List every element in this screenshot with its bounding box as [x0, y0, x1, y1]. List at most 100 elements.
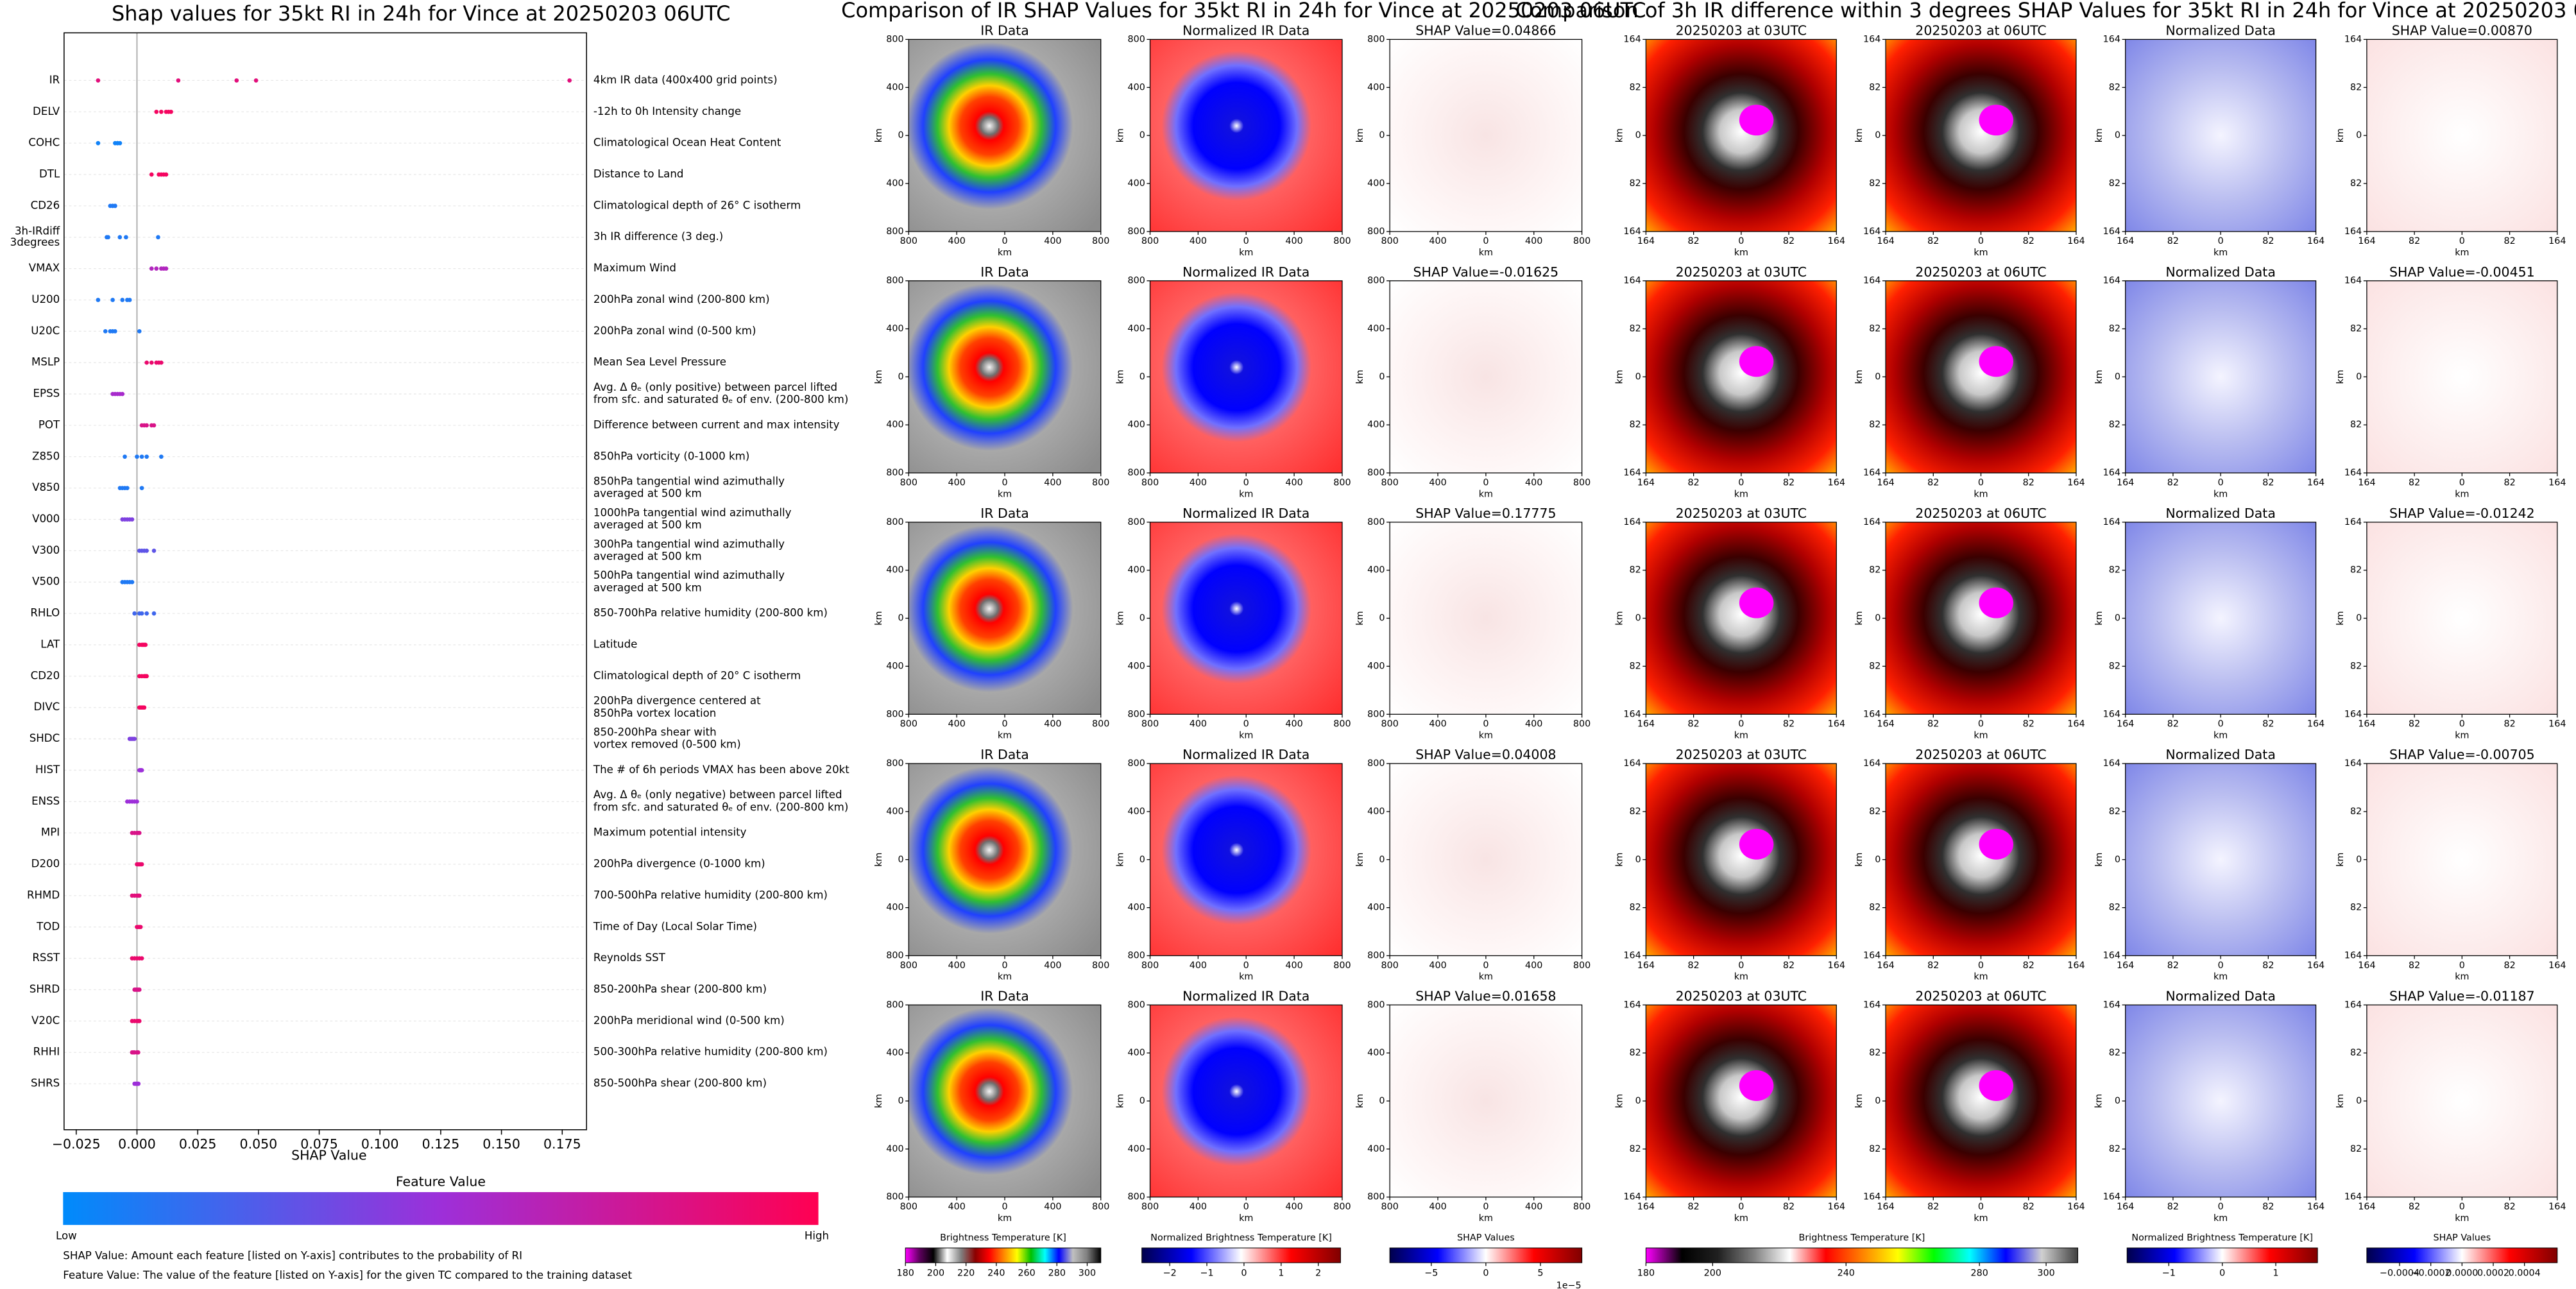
x-tick-label: 0 — [1483, 960, 1488, 971]
x-tick-label: 800 — [1381, 719, 1398, 730]
y-tick-label: 800 — [1367, 276, 1385, 286]
x-tick-label: 400 — [1285, 477, 1302, 488]
y-axis-label: km — [2094, 611, 2104, 625]
shap-point — [151, 549, 157, 553]
shap-point — [253, 78, 259, 83]
y-tick-label: 0 — [1139, 613, 1145, 624]
panel-title: SHAP Value=0.04866 — [1415, 23, 1556, 38]
y-tick-label: 82 — [2350, 565, 2362, 576]
y-tick-label: 800 — [1367, 1000, 1385, 1010]
image-panel — [1390, 764, 1582, 956]
x-tick-label: 82 — [2262, 477, 2274, 488]
y-axis-label: km — [1115, 1094, 1125, 1108]
shap-point — [124, 235, 128, 240]
x-axis-label: km — [1239, 1213, 1253, 1224]
colorbar-tick-label: 280 — [1048, 1268, 1066, 1279]
colorbar-tick-label: −0.0002 — [2411, 1268, 2451, 1279]
x-tick-label: 0 — [2218, 719, 2224, 730]
image-panel — [2366, 764, 2557, 956]
x-axis-label: km — [2455, 1213, 2469, 1224]
y-tick-label: 82 — [2109, 661, 2120, 671]
shap-point — [139, 956, 144, 960]
x-tick-label: 800 — [1092, 236, 1109, 246]
shap-point — [144, 549, 149, 553]
colorbar-tick-label: 0.0000 — [2446, 1268, 2478, 1279]
y-tick-label: 82 — [2109, 1144, 2120, 1154]
x-tick-label: 800 — [1092, 719, 1109, 730]
colorbar-tick-label: 240 — [987, 1268, 1005, 1279]
y-tick-label: 164 — [1863, 1192, 1881, 1202]
x-tick-label: 0 — [2459, 1202, 2465, 1212]
colorbar-title: Brightness Temperature [K] — [940, 1233, 1066, 1243]
panel-title: SHAP Value=0.00870 — [2392, 23, 2532, 38]
y-tick-label: 82 — [2350, 420, 2362, 430]
image-panel — [908, 522, 1101, 715]
x-tick-label: 82 — [1783, 960, 1795, 971]
y-axis-label: km — [2094, 128, 2104, 142]
panel-title: 20250203 at 06UTC — [1915, 747, 2046, 762]
cold-cloud — [1979, 105, 2013, 136]
shap-point — [144, 360, 149, 365]
x-axis-label: km — [998, 731, 1012, 741]
x-tick-label: 400 — [1429, 477, 1446, 488]
x-tick-label: 400 — [1044, 1202, 1061, 1212]
panel-title: SHAP Value=-0.00705 — [2389, 747, 2535, 762]
y-tick-label: 82 — [1630, 661, 1641, 671]
panel-title: 20250203 at 03UTC — [1676, 747, 1807, 762]
y-axis-label: km — [1614, 128, 1625, 142]
x-tick-label: 0 — [1978, 719, 1984, 730]
y-tick-label: 800 — [1127, 709, 1145, 719]
image-panel — [908, 764, 1101, 956]
feature-name: U20C — [31, 325, 60, 337]
y-tick-label: 400 — [886, 903, 903, 913]
panel-title: 20250203 at 03UTC — [1676, 264, 1807, 280]
feature-description: Climatological depth of 20° C isotherm — [593, 669, 801, 681]
y-axis-label: km — [874, 128, 884, 142]
feature-description: 1000hPa tangential wind azimuthally — [593, 506, 792, 518]
colorbar-offset: 1e−5 — [1557, 1281, 1582, 1289]
x-tick-label: 82 — [2167, 1202, 2179, 1212]
feature-name: MSLP — [31, 356, 60, 368]
shap-point — [159, 109, 164, 114]
feature-description: averaged at 500 km — [593, 488, 702, 500]
x-tick-label: 164 — [2067, 236, 2085, 246]
x-tick-label: 800 — [1141, 960, 1159, 971]
feature-description: 200hPa zonal wind (200-800 km) — [593, 293, 770, 305]
y-tick-label: 164 — [1863, 950, 1881, 960]
feature-description: 200hPa meridional wind (0-500 km) — [593, 1014, 785, 1027]
feature-name: HIST — [35, 764, 60, 776]
feature-name: VMAX — [29, 262, 60, 274]
feature-description: 850-200hPa shear (200-800 km) — [593, 983, 767, 995]
x-tick-label: 800 — [900, 960, 917, 971]
x-tick-label: 164 — [2067, 1202, 2085, 1212]
x-tick-label: 82 — [2023, 960, 2034, 971]
y-tick-label: 164 — [1623, 34, 1641, 44]
x-tick-label: 800 — [1333, 236, 1351, 246]
colorbar-tick-label: −1 — [1200, 1268, 1213, 1279]
x-tick-label: 82 — [1927, 960, 1939, 971]
x-tick-label: 0.050 — [240, 1136, 278, 1152]
panel-title: 20250203 at 06UTC — [1915, 23, 2046, 38]
shap-point — [115, 141, 120, 146]
cold-cloud — [1739, 346, 1774, 377]
shap-point — [138, 925, 143, 930]
y-tick-label: 82 — [2350, 323, 2362, 334]
x-tick-label: 164 — [2548, 719, 2566, 730]
x-tick-label: 800 — [1141, 719, 1159, 730]
colorbar — [2126, 1247, 2318, 1263]
x-tick-label: 400 — [1190, 960, 1207, 971]
x-tick-label: 400 — [1190, 1202, 1207, 1212]
x-tick-label: 164 — [1828, 236, 1845, 246]
x-tick-label: 0 — [1243, 960, 1249, 971]
y-tick-label: 82 — [2350, 1048, 2362, 1058]
x-tick-label: 400 — [1285, 719, 1302, 730]
colorbar-title: Feature Value — [396, 1174, 486, 1190]
y-tick-label: 164 — [1623, 950, 1641, 960]
x-tick-label: 0 — [2459, 960, 2465, 971]
colorbar-title: Normalized Brightness Temperature [K] — [2131, 1233, 2313, 1243]
y-tick-label: 400 — [886, 807, 903, 817]
x-axis-label: km — [2213, 972, 2228, 982]
y-tick-label: 164 — [1623, 226, 1641, 237]
y-tick-label: 164 — [2344, 276, 2362, 286]
